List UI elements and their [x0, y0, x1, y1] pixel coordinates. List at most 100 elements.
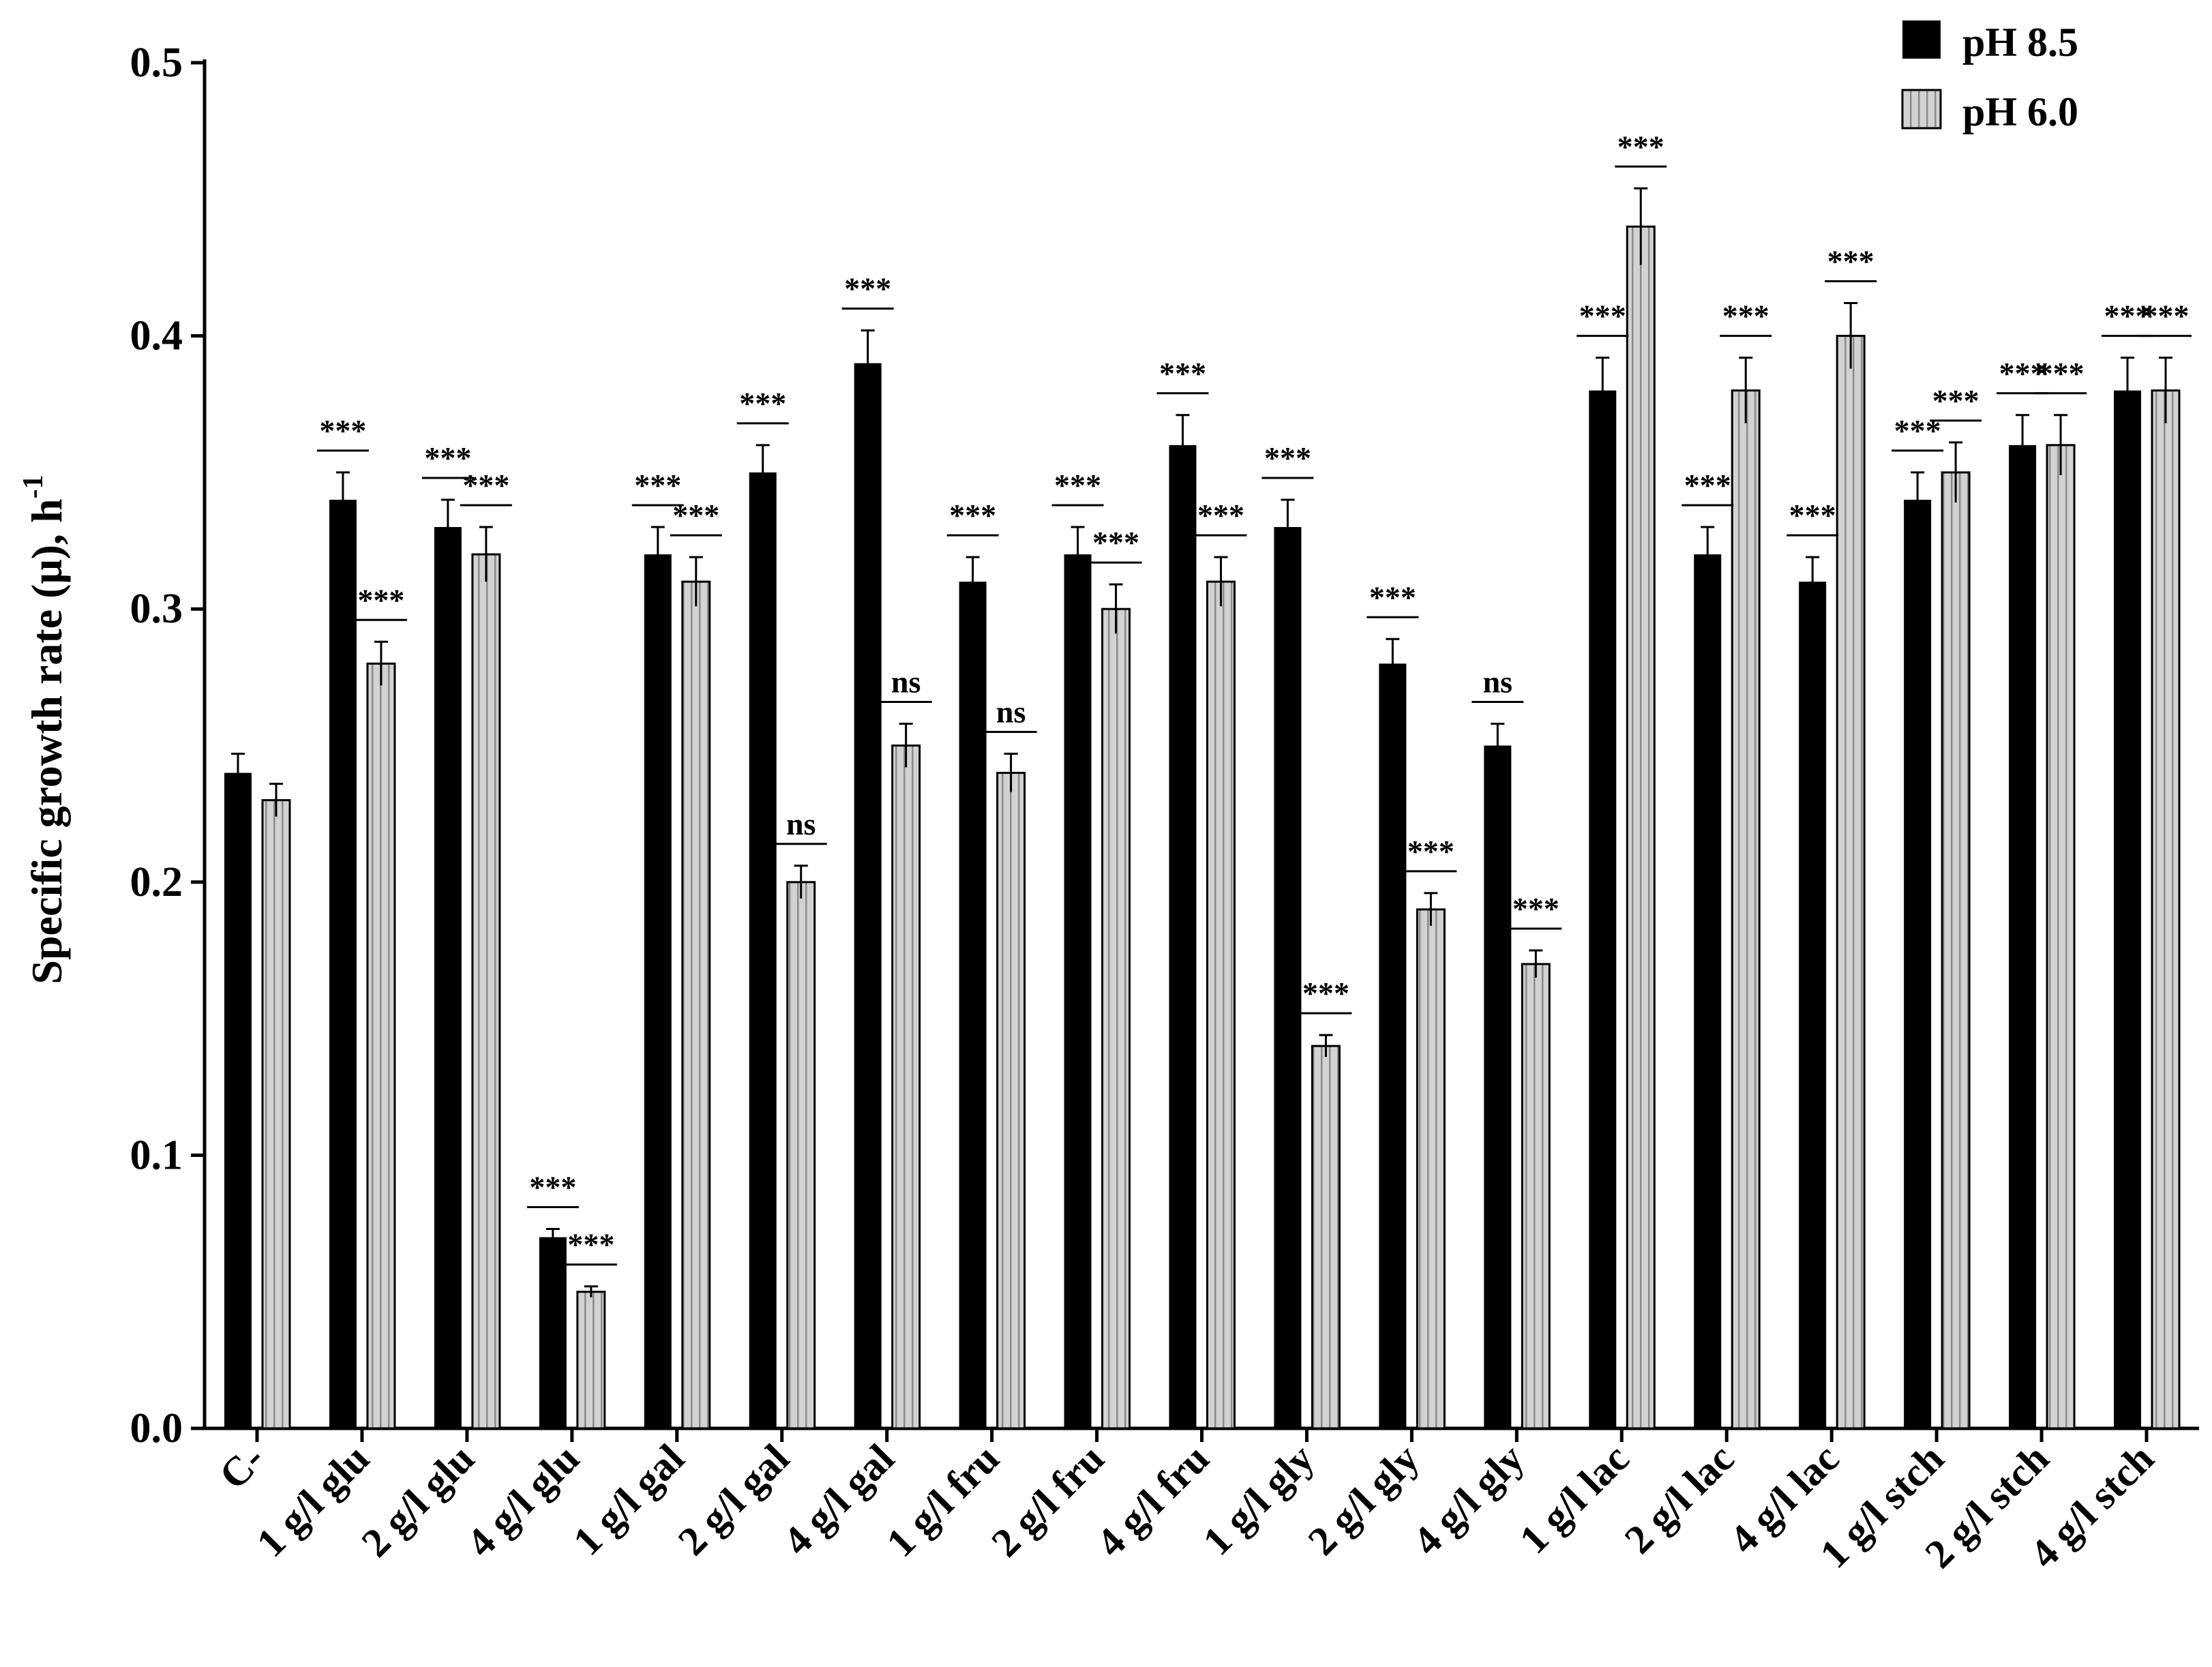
- x-category-label: 2 g/l gal: [670, 1436, 798, 1564]
- bar-ph85: [1589, 390, 1617, 1428]
- bar-ph85: [854, 363, 882, 1429]
- x-category-label: 2 g/l gly: [1299, 1436, 1427, 1564]
- significance-label: ***: [1197, 498, 1244, 532]
- significance-label: ***: [1684, 468, 1731, 502]
- significance-label: ***: [1617, 129, 1664, 164]
- bar-ph85: [329, 499, 357, 1429]
- bar-ph85: [1064, 554, 1092, 1428]
- significance-label: ***: [2037, 356, 2084, 391]
- x-category-label: 2 g/l lac: [1616, 1436, 1743, 1563]
- x-category-label: 1 g/l gal: [565, 1436, 693, 1564]
- significance-label: ***: [634, 468, 681, 502]
- significance-label: ***: [672, 498, 719, 532]
- significance-label: ***: [1407, 834, 1454, 869]
- bar-ph60: [2046, 444, 2076, 1430]
- legend-label-ph85: pH 8.5: [1962, 20, 2078, 65]
- legend-label-ph60: pH 6.0: [1962, 89, 2078, 134]
- legend-swatch-ph60: [1901, 89, 1942, 130]
- bar-ph85: [644, 554, 672, 1428]
- significance-label: ***: [462, 468, 509, 502]
- significance-label: ***: [1092, 525, 1139, 560]
- bar-ph60: [1101, 607, 1131, 1430]
- x-category-label: 4 g/l glu: [458, 1436, 588, 1565]
- bar-ph85: [224, 772, 252, 1428]
- y-tick-label: 0.3: [130, 586, 183, 632]
- bar-ph60: [1836, 335, 1866, 1430]
- bar-ph60: [681, 580, 711, 1430]
- bar-ph60: [261, 799, 291, 1430]
- significance-label: ***: [1999, 356, 2046, 391]
- bar-ph60: [366, 662, 396, 1430]
- bar-ph60: [1941, 471, 1971, 1430]
- legend-swatch-ph85: [1902, 20, 1941, 59]
- bar-ph60: [891, 745, 921, 1430]
- significance-label: ***: [1827, 244, 1874, 279]
- significance-label: ns: [891, 664, 921, 699]
- svg-text:Specific growth rate (μ), h-1: Specific growth rate (μ), h-1: [18, 475, 71, 984]
- x-category-label: 1 g/l lac: [1511, 1436, 1638, 1563]
- bar-ph60: [1731, 389, 1761, 1430]
- significance-label: ***: [2142, 299, 2189, 333]
- significance-label: ***: [1894, 413, 1941, 448]
- x-category-label: 1 g/l fru: [878, 1436, 1007, 1565]
- bar-ph85: [539, 1237, 567, 1428]
- bar-ph60: [471, 553, 501, 1430]
- x-category-label: 2 g/l fru: [983, 1436, 1112, 1565]
- significance-label: ns: [786, 807, 816, 841]
- bar-ph85: [1169, 445, 1197, 1428]
- bar-ph60: [996, 772, 1026, 1430]
- significance-label: ***: [2104, 299, 2151, 333]
- bar-ph85: [1799, 582, 1827, 1428]
- x-category-label: 2 g/l glu: [353, 1436, 483, 1565]
- significance-label: ***: [1302, 976, 1349, 1010]
- bar-ph60: [1521, 963, 1551, 1430]
- y-tick-label: 0.5: [130, 40, 183, 86]
- significance-label: ***: [567, 1227, 614, 1262]
- bar-ph60: [786, 881, 816, 1430]
- significance-label: ***: [949, 498, 996, 532]
- significance-label: ***: [529, 1170, 576, 1205]
- bar-ph85: [434, 527, 462, 1428]
- significance-label: ns: [996, 695, 1026, 730]
- significance-label: ***: [739, 386, 786, 421]
- significance-label: ns: [1483, 664, 1512, 699]
- bar-ph85: [749, 472, 777, 1428]
- significance-label: ***: [1579, 299, 1626, 333]
- y-tick-label: 0.1: [130, 1132, 183, 1178]
- significance-label: ***: [319, 413, 366, 448]
- bar-ph60: [2151, 389, 2181, 1430]
- significance-label: ***: [1159, 356, 1206, 391]
- y-tick-label: 0.4: [130, 313, 183, 359]
- significance-label: ***: [357, 582, 404, 617]
- bar-ph60: [1206, 580, 1236, 1430]
- y-axis-title: Specific growth rate (μ), h-1: [18, 475, 71, 984]
- legend: pH 8.5 pH 6.0: [1901, 20, 2078, 134]
- x-category-label: C-: [211, 1436, 273, 1498]
- x-category-label: 4 g/l gly: [1404, 1436, 1532, 1564]
- bar-ph85: [1484, 745, 1512, 1428]
- bar-ph60: [576, 1291, 606, 1430]
- bar-ph85: [1379, 663, 1407, 1428]
- bar-ph85: [2009, 445, 2037, 1428]
- y-axis-title-text: Specific growth rate (μ), h: [23, 498, 71, 984]
- y-axis-title-superscript: -1: [18, 475, 49, 498]
- y-tick-label: 0.2: [130, 859, 183, 905]
- significance-label: ***: [1932, 383, 1979, 418]
- significance-label: ***: [1369, 580, 1416, 614]
- bar-ph85: [2114, 390, 2142, 1428]
- x-category-label: 4 g/l fru: [1088, 1436, 1217, 1565]
- significance-label: ***: [1264, 440, 1311, 475]
- bar-ph60: [1626, 225, 1656, 1430]
- significance-label: ***: [1722, 299, 1769, 333]
- significance-label: ***: [844, 271, 891, 306]
- x-category-label: 1 g/l glu: [248, 1436, 378, 1565]
- x-category-label: 1 g/l gly: [1195, 1436, 1323, 1564]
- bar-ph60: [1311, 1045, 1341, 1430]
- x-category-label: 4 g/l gal: [775, 1436, 903, 1564]
- significance-label: ***: [424, 440, 471, 475]
- bar-ph85: [1694, 554, 1722, 1428]
- bar-ph60: [1416, 908, 1446, 1430]
- y-tick-label: 0.0: [130, 1405, 183, 1452]
- bar-ph85: [1904, 499, 1932, 1429]
